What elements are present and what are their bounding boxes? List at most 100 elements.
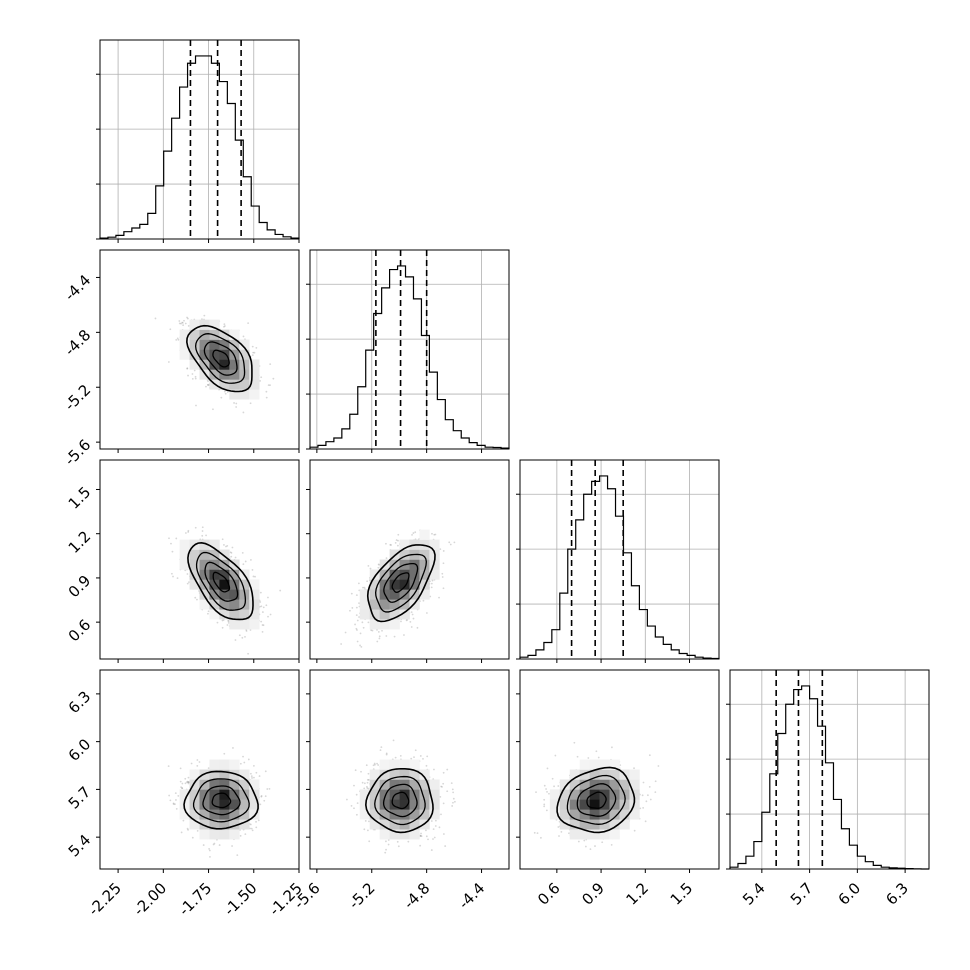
scatter-point	[180, 831, 183, 834]
density-cell	[239, 379, 250, 390]
scatter-point	[443, 833, 445, 835]
density-cell	[209, 339, 220, 350]
scatter-point	[420, 832, 422, 835]
scatter-point	[213, 842, 216, 845]
density-cell	[219, 339, 230, 350]
x-tick-label: 1.5	[667, 879, 697, 909]
y-tick-label: 5.4	[65, 831, 95, 861]
density-cell	[559, 809, 571, 820]
scatter-point	[201, 530, 204, 532]
axes-frame	[99, 249, 300, 450]
scatter-point	[260, 795, 263, 798]
scatter-point	[223, 390, 226, 393]
density-panel-2-0	[96, 459, 300, 663]
scatter-point	[419, 755, 422, 757]
axes-frame	[519, 459, 720, 660]
scatter-point	[560, 830, 563, 833]
density-cell	[229, 389, 240, 400]
scatter-point	[642, 781, 645, 784]
density-cell	[189, 359, 200, 370]
density-cell	[369, 569, 380, 580]
density-cell	[229, 369, 240, 380]
density-cell	[369, 609, 380, 620]
scatter-point	[367, 787, 370, 790]
density-cell	[419, 809, 430, 820]
scatter-point	[360, 646, 363, 648]
density-cell	[189, 579, 200, 590]
density-cell	[199, 599, 210, 610]
contour-line	[391, 572, 410, 593]
scatter-point	[191, 373, 194, 375]
density-cell	[369, 819, 380, 830]
density-cell	[219, 799, 230, 810]
density-cell	[359, 789, 370, 800]
scatter-point	[411, 534, 413, 536]
scatter-point	[442, 562, 445, 565]
scatter-point	[434, 819, 437, 822]
scatter-point	[413, 756, 415, 759]
density-cell	[209, 799, 220, 810]
scatter-point	[403, 634, 405, 636]
scatter-point	[451, 788, 454, 791]
scatter-point	[545, 788, 547, 790]
scatter-point	[195, 404, 197, 407]
density-cell	[379, 829, 390, 840]
scatter-point	[430, 820, 433, 822]
scatter-point	[448, 541, 451, 544]
density-cell	[219, 549, 230, 560]
scatter-point	[369, 567, 372, 570]
scatter-point	[438, 596, 440, 599]
density-cell	[249, 579, 260, 590]
scatter-point	[196, 829, 199, 832]
density-cell	[399, 609, 410, 620]
scatter-point	[654, 780, 657, 783]
scatter-point	[442, 802, 445, 805]
x-tick-label: -4.4	[455, 879, 488, 912]
scatter-point	[377, 764, 380, 766]
hist-panel-2	[516, 459, 720, 663]
scatter-point	[184, 569, 187, 572]
density-cell	[219, 829, 230, 840]
scatter-point	[363, 586, 366, 589]
scatter-point	[450, 782, 453, 785]
scatter-point	[253, 776, 255, 779]
density-cell	[549, 809, 561, 820]
density-cell	[559, 819, 571, 830]
scatter-point	[366, 580, 369, 583]
scatter-point	[261, 611, 264, 613]
density-cell	[189, 559, 200, 570]
hist-panel-3	[726, 669, 930, 873]
density-cell	[199, 829, 210, 840]
scatter-point	[355, 793, 358, 796]
density-cell	[219, 599, 230, 610]
hist-panel-1	[306, 249, 510, 453]
scatter-point	[431, 579, 434, 582]
scatter-point	[201, 526, 204, 529]
density-cell	[579, 759, 590, 770]
scatter-point	[370, 629, 373, 632]
density-cell	[179, 539, 190, 550]
scatter-point	[368, 820, 370, 823]
scatter-point	[387, 839, 390, 841]
density-cell	[379, 619, 390, 630]
density-cell	[399, 789, 410, 800]
histogram-step	[519, 475, 720, 660]
density-cell	[589, 809, 600, 820]
scatter-point	[412, 617, 415, 620]
scatter-point	[373, 762, 376, 765]
density-cell	[189, 319, 200, 330]
y-tick-label: -5.6	[61, 436, 94, 469]
density-cell	[209, 549, 220, 560]
density-cell	[219, 779, 230, 790]
contour-line	[382, 783, 418, 818]
density-cell	[589, 799, 600, 810]
density-cell	[189, 549, 200, 560]
density-cell	[199, 809, 210, 820]
scatter-point	[187, 325, 190, 327]
scatter-point	[244, 833, 247, 836]
scatter-point	[576, 755, 579, 758]
scatter-point	[220, 396, 223, 399]
scatter-point	[205, 534, 207, 537]
contour-line	[195, 551, 247, 611]
scatter-point	[646, 794, 649, 797]
